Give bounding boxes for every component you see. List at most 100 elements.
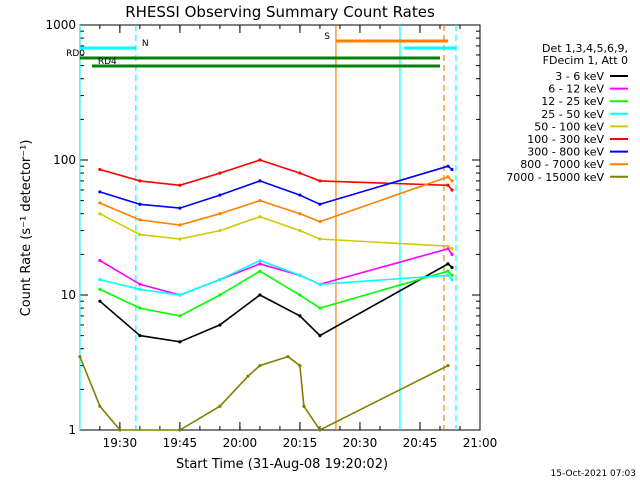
- series-point: [450, 273, 454, 277]
- series-point: [450, 247, 454, 251]
- series-point: [218, 228, 222, 233]
- series-point: [98, 190, 102, 194]
- series-point: [298, 293, 302, 297]
- legend-entry-label: 12 - 25 keV: [541, 95, 604, 108]
- series-point: [446, 183, 450, 187]
- series-point: [138, 306, 142, 310]
- y-tick-label: 1000: [45, 18, 76, 32]
- legend-entry-label: 800 - 7000 keV: [520, 158, 604, 171]
- y-axis: 1 10 100 1000: [45, 18, 480, 437]
- series-point: [218, 193, 222, 197]
- series-line: [99, 247, 453, 296]
- series-point: [138, 334, 142, 338]
- series-point: [218, 278, 222, 282]
- series-point: [178, 206, 182, 210]
- series-point: [178, 428, 182, 432]
- series-point: [318, 334, 322, 338]
- series-point: [446, 247, 450, 251]
- series-point: [138, 287, 142, 292]
- x-tick-label: 19:45: [163, 436, 198, 450]
- series-point: [258, 199, 262, 203]
- series-point: [178, 314, 182, 318]
- series-point: [78, 354, 82, 359]
- series-point: [302, 404, 306, 408]
- series-point: [218, 323, 222, 327]
- series-line: [99, 159, 453, 191]
- y-axis-label: Count Rate (s⁻¹ detector⁻¹): [19, 140, 34, 317]
- series-line: [99, 212, 453, 250]
- series-point: [446, 363, 450, 368]
- series-point: [98, 278, 102, 282]
- series-point: [218, 171, 222, 175]
- series-point: [258, 158, 262, 162]
- legend-entry-label: 50 - 100 keV: [534, 120, 604, 133]
- series-point: [98, 258, 102, 263]
- series-point: [298, 193, 302, 197]
- flag-bars: N S RD0 RD4: [66, 32, 456, 68]
- legend: Det 1,3,4,5,6,9, FDecim 1, Att 0 3 - 6 k…: [506, 42, 628, 184]
- flag-label: RD0: [66, 49, 85, 59]
- series-point: [450, 167, 454, 172]
- legend-entry-label: 3 - 6 keV: [555, 70, 604, 83]
- series-point: [446, 269, 450, 273]
- x-tick-label: 20:30: [343, 436, 378, 450]
- chart-title: RHESSI Observing Summary Count Rates: [125, 3, 435, 21]
- x-axis: 19:30 19:45 20:00 20:15 20:30 20:45 21:00: [99, 25, 497, 450]
- series-line: [99, 259, 453, 296]
- legend-header-line-1: Det 1,3,4,5,6,9,: [542, 42, 628, 55]
- series-point: [298, 171, 302, 175]
- series-point: [450, 188, 454, 192]
- x-tick-label: 20:45: [403, 436, 438, 450]
- legend-entry-label: 7000 - 15000 keV: [506, 171, 604, 184]
- y-tick-label: 10: [61, 288, 76, 302]
- series-line: [99, 262, 453, 343]
- series-point: [450, 252, 454, 256]
- series-point: [450, 278, 454, 282]
- series-point: [98, 404, 102, 408]
- series-lines: [78, 158, 454, 432]
- series-point: [298, 273, 302, 277]
- series-line: [99, 165, 453, 209]
- series-point: [118, 428, 122, 432]
- series-point: [450, 179, 454, 183]
- series-point: [98, 287, 102, 292]
- series-point: [446, 244, 450, 248]
- series-point: [138, 202, 142, 206]
- series-point: [318, 179, 322, 183]
- legend-entry-label: 25 - 50 keV: [541, 108, 604, 121]
- series-point: [218, 212, 222, 216]
- series-point: [446, 164, 450, 168]
- x-tick-label: 19:30: [103, 436, 138, 450]
- series-point: [318, 219, 322, 224]
- series-point: [98, 167, 102, 172]
- series-point: [286, 354, 290, 359]
- series-point: [178, 237, 182, 241]
- series-point: [246, 374, 250, 378]
- y-tick-label: 1: [68, 423, 76, 437]
- series-point: [258, 215, 262, 219]
- series-point: [178, 223, 182, 227]
- x-tick-label: 20:15: [283, 436, 318, 450]
- generation-timestamp: 15-Oct-2021 07:03: [551, 469, 636, 479]
- series-point: [138, 218, 142, 222]
- series-point: [138, 282, 142, 286]
- flag-label: N: [142, 39, 149, 49]
- flag-label: RD4: [98, 57, 117, 67]
- series-point: [298, 363, 302, 368]
- series-point: [318, 237, 322, 241]
- series-point: [98, 299, 102, 303]
- series-point: [178, 293, 182, 297]
- series-point: [298, 228, 302, 233]
- series-point: [98, 201, 102, 205]
- series-point: [258, 262, 262, 266]
- series-point: [446, 262, 450, 266]
- series-point: [258, 363, 262, 368]
- legend-header-line-2: FDecim 1, Att 0: [543, 54, 628, 67]
- series-point: [450, 265, 454, 270]
- series-point: [318, 202, 322, 206]
- series-point: [318, 428, 322, 432]
- series-point: [218, 404, 222, 408]
- series-point: [138, 233, 142, 237]
- x-tick-label: 20:00: [223, 436, 258, 450]
